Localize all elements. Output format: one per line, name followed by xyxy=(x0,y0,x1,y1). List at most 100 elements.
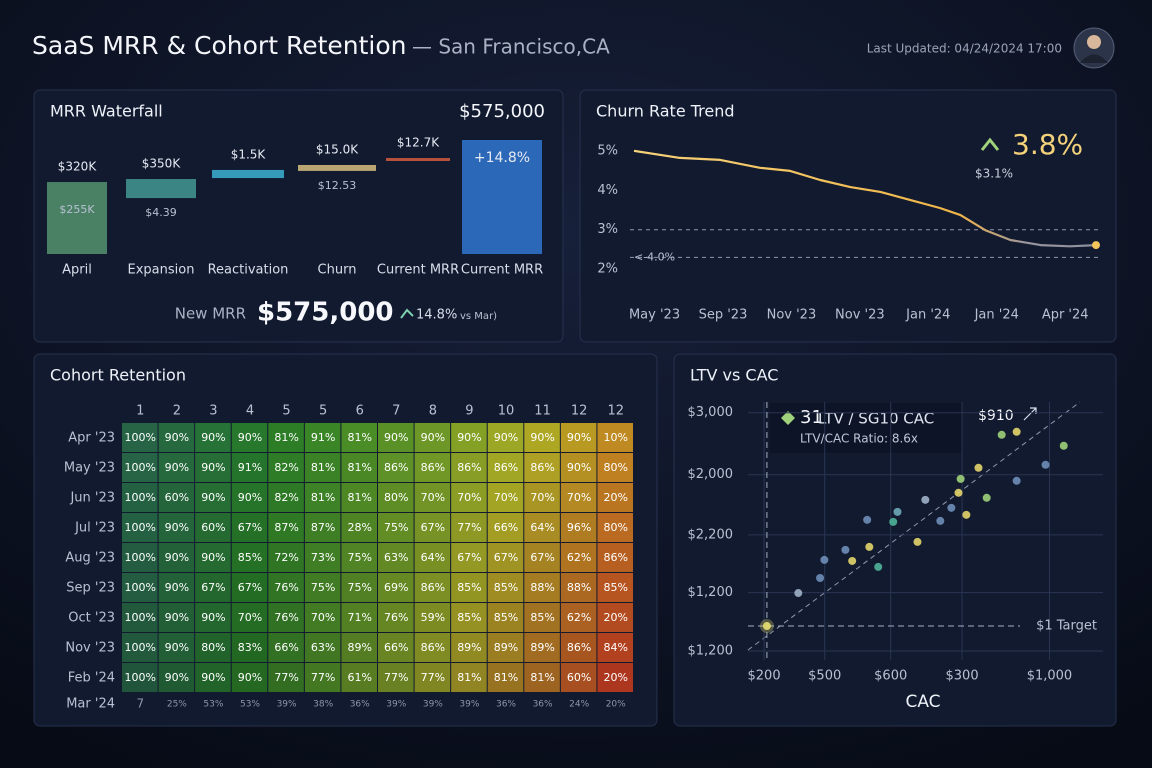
cell-label: 70% xyxy=(311,611,335,624)
cell-label: 90% xyxy=(201,461,225,474)
cell-label: 82% xyxy=(274,461,298,474)
heatmap-cell xyxy=(122,483,158,512)
point xyxy=(1012,476,1021,485)
cell-label: 86% xyxy=(421,461,445,474)
x-axis-label: CAC xyxy=(905,692,940,712)
y-tick-label: 5% xyxy=(597,143,618,158)
avatar-head xyxy=(1087,35,1101,49)
heatmap-cell xyxy=(451,483,487,512)
heatmap-cell xyxy=(231,423,268,452)
heatmap-cell xyxy=(524,633,560,662)
heatmap-cell xyxy=(195,483,231,512)
heatmap-cell xyxy=(487,513,524,542)
callout-text: LTV / SG10 CAC xyxy=(818,410,934,428)
kpi-sub: $3.1% xyxy=(975,167,1013,181)
heatmap-cell xyxy=(268,423,304,452)
heatmap-cell xyxy=(560,663,597,692)
bar xyxy=(47,182,107,254)
cell-label: 77% xyxy=(311,671,335,684)
cell-label: 91% xyxy=(238,461,262,474)
point xyxy=(889,517,898,526)
page-subtitle: — San Francisco,CA xyxy=(412,35,610,59)
x-tick-label: Sep '23 xyxy=(699,308,748,323)
heatmap-cell xyxy=(231,633,268,662)
cell-label: 100% xyxy=(125,461,156,474)
cell-label: 75% xyxy=(347,581,371,594)
bar-label: $350K xyxy=(142,157,182,171)
heatmap-cell xyxy=(487,483,524,512)
heatmap-cell xyxy=(414,543,451,572)
diamond-icon xyxy=(781,411,795,425)
y-tick-label: $1,200 xyxy=(688,585,734,600)
cell-label: 90% xyxy=(238,491,262,504)
column-label: 5 xyxy=(282,404,290,419)
cell-label: 62% xyxy=(567,611,591,624)
cell-label: 100% xyxy=(125,671,156,684)
heatmap-cell xyxy=(414,573,451,602)
cell-label: 60% xyxy=(201,521,225,534)
heatmap-cell xyxy=(158,423,195,452)
cell-label: 90% xyxy=(165,551,189,564)
x-tick-label: Jan '24 xyxy=(905,308,950,323)
cell-label: 89% xyxy=(494,641,518,654)
heatmap-cell xyxy=(414,633,451,662)
cell-label: 59% xyxy=(421,611,445,624)
x-tick-label: $600 xyxy=(874,669,907,684)
cell-label: 76% xyxy=(274,611,298,624)
footer-cell: 39% xyxy=(423,700,443,710)
total-label: $575,000 xyxy=(459,101,545,122)
cell-label: 76% xyxy=(384,611,408,624)
heatmap-cell xyxy=(378,513,414,542)
heatmap-cell xyxy=(597,483,633,512)
cell-label: 90% xyxy=(165,581,189,594)
cell-label: 90% xyxy=(384,431,408,444)
footer-cell: 53% xyxy=(203,700,223,710)
page-title: SaaS MRR & Cohort Retention xyxy=(32,31,407,60)
row-label: Feb '24 xyxy=(68,671,115,686)
heatmap-cell xyxy=(451,453,487,482)
cell-label: 90% xyxy=(201,671,225,684)
heatmap-cell xyxy=(304,483,341,512)
point xyxy=(913,537,922,546)
cell-label: 72% xyxy=(274,551,298,564)
cell-label: 86% xyxy=(384,461,408,474)
cell-label: 70% xyxy=(494,491,518,504)
y-tick-label: 2% xyxy=(597,262,618,277)
heatmap-cell xyxy=(560,573,597,602)
point xyxy=(874,562,883,571)
heatmap-cell xyxy=(268,573,304,602)
cell-label: 70% xyxy=(530,491,554,504)
footer-cell: 7 xyxy=(136,697,144,711)
heatmap-cell xyxy=(268,483,304,512)
y-tick-label: 4% xyxy=(597,183,618,198)
row-label: Aug '23 xyxy=(65,551,115,566)
heatmap-cell xyxy=(122,423,158,452)
cell-label: 90% xyxy=(494,431,518,444)
cell-label: 60% xyxy=(165,491,189,504)
cell-label: 90% xyxy=(165,641,189,654)
cell-label: 64% xyxy=(421,551,445,564)
cell-label: 67% xyxy=(530,551,554,564)
y-tick-label: $3,000 xyxy=(688,405,734,420)
cell-label: 86% xyxy=(530,461,554,474)
heatmap-cell xyxy=(451,633,487,662)
kpi-arrow-icon xyxy=(980,137,1000,151)
panel-title: Cohort Retention xyxy=(50,366,186,385)
cell-label: 81% xyxy=(457,671,481,684)
heatmap-cell xyxy=(158,453,195,482)
heatmap-cell xyxy=(122,513,158,542)
footer-cell: 25% xyxy=(167,700,187,710)
cell-label: 90% xyxy=(201,611,225,624)
cell-label: 100% xyxy=(125,611,156,624)
bar xyxy=(462,139,542,254)
bar xyxy=(126,179,196,199)
x-tick-label: $300 xyxy=(946,669,979,684)
heatmap-cell xyxy=(231,663,268,692)
bar xyxy=(386,158,450,162)
heatmap-cell xyxy=(597,603,633,632)
cell-label: 66% xyxy=(274,641,298,654)
heatmap-cell xyxy=(195,543,231,572)
heatmap-cell xyxy=(195,603,231,632)
avatar[interactable] xyxy=(1073,27,1115,69)
heatmap-cell xyxy=(597,573,633,602)
